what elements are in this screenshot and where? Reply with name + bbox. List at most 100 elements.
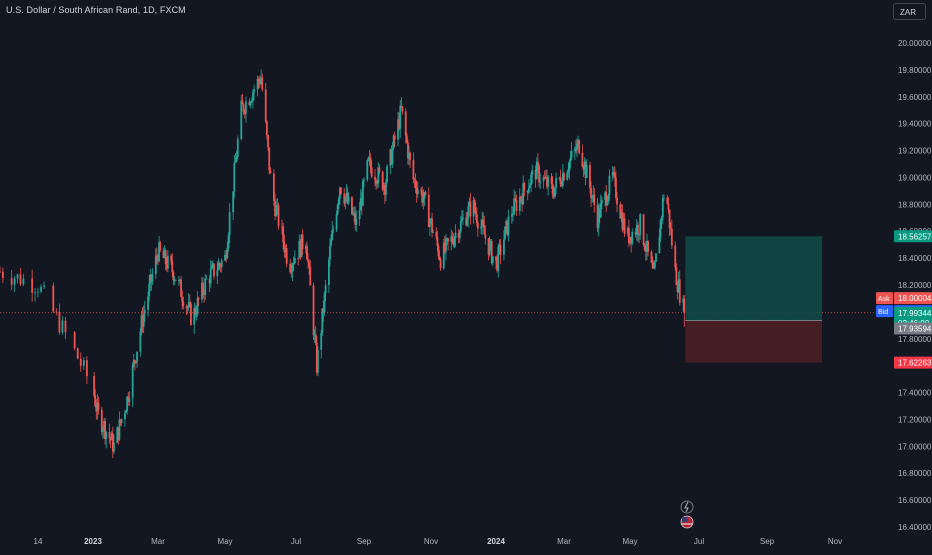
candle <box>547 174 550 196</box>
candle <box>421 186 424 207</box>
candle <box>423 191 426 207</box>
candle <box>675 263 678 286</box>
candle <box>597 203 600 237</box>
candle <box>97 396 100 415</box>
candle <box>275 199 278 217</box>
candle <box>321 308 324 336</box>
candle <box>573 146 576 161</box>
candle <box>197 296 200 307</box>
candle <box>559 169 562 187</box>
candle <box>661 194 664 225</box>
candle <box>322 300 325 322</box>
candle <box>190 301 192 327</box>
candle <box>188 294 191 308</box>
candle <box>483 215 486 235</box>
candle <box>475 207 478 227</box>
candle <box>368 149 371 166</box>
candle <box>285 243 288 268</box>
candle <box>187 293 190 312</box>
candle <box>108 423 111 444</box>
candle <box>566 169 569 181</box>
candle <box>600 196 603 210</box>
candle <box>518 188 521 216</box>
candle <box>323 291 326 316</box>
candle <box>442 238 445 270</box>
x-tick-label: 2024 <box>487 537 505 546</box>
candle <box>507 209 510 242</box>
candle <box>515 194 518 217</box>
candle <box>592 185 595 203</box>
candle <box>31 269 34 302</box>
candle <box>331 220 334 241</box>
candle <box>377 162 380 188</box>
candle <box>527 178 530 195</box>
candle <box>521 193 523 212</box>
candle <box>58 303 61 335</box>
candle <box>281 219 283 235</box>
candle <box>234 152 237 164</box>
candle <box>488 236 491 257</box>
candle <box>232 191 235 221</box>
candle <box>218 261 221 270</box>
position-tool <box>685 236 822 363</box>
candle <box>293 250 296 265</box>
event-markers <box>680 500 694 529</box>
y-tick-label: 19.80000 <box>898 66 932 75</box>
last-price-text: 17.99344 <box>898 309 932 318</box>
candle <box>408 145 410 166</box>
candle <box>320 330 323 359</box>
y-tick-label: 17.00000 <box>898 442 932 451</box>
candle <box>453 236 456 249</box>
candle <box>22 273 25 287</box>
candle <box>503 230 505 261</box>
candle <box>642 213 645 247</box>
candle <box>622 212 625 231</box>
candle <box>224 250 226 262</box>
candle <box>393 131 396 148</box>
candle <box>155 247 158 265</box>
candle <box>164 248 167 271</box>
candle <box>261 73 264 92</box>
candle <box>317 346 319 377</box>
candle <box>538 163 540 188</box>
candle <box>658 228 661 254</box>
candle <box>427 187 430 228</box>
candle <box>202 277 204 299</box>
candle <box>96 393 99 420</box>
us-flag-icon <box>680 515 694 529</box>
candle <box>663 194 665 202</box>
candle <box>149 268 152 292</box>
candle <box>150 273 153 291</box>
candle <box>282 222 285 250</box>
candle <box>404 108 407 144</box>
candle <box>351 196 353 216</box>
candle <box>363 177 365 188</box>
symbol-title: U.S. Dollar / South African Rand, 1D, FX… <box>6 5 186 15</box>
candle <box>343 188 346 207</box>
candle <box>10 269 13 291</box>
candle <box>400 97 403 109</box>
candle <box>650 249 653 264</box>
candle <box>551 176 554 199</box>
candle <box>414 173 417 194</box>
candle <box>336 203 339 216</box>
candle <box>94 388 97 408</box>
candle <box>576 138 578 158</box>
candle <box>93 372 96 398</box>
candle <box>598 204 601 224</box>
x-tick-label: Jul <box>694 537 704 546</box>
candle <box>683 294 686 327</box>
candle <box>269 167 272 174</box>
candle <box>397 111 399 147</box>
loss-zone <box>685 320 822 363</box>
candle <box>575 139 577 154</box>
currency-button[interactable]: ZAR <box>893 3 926 20</box>
candle <box>491 256 494 267</box>
candle <box>359 188 362 211</box>
candle <box>390 145 393 165</box>
candle <box>306 241 308 260</box>
candle <box>584 160 587 186</box>
x-tick-label: May <box>622 537 637 546</box>
